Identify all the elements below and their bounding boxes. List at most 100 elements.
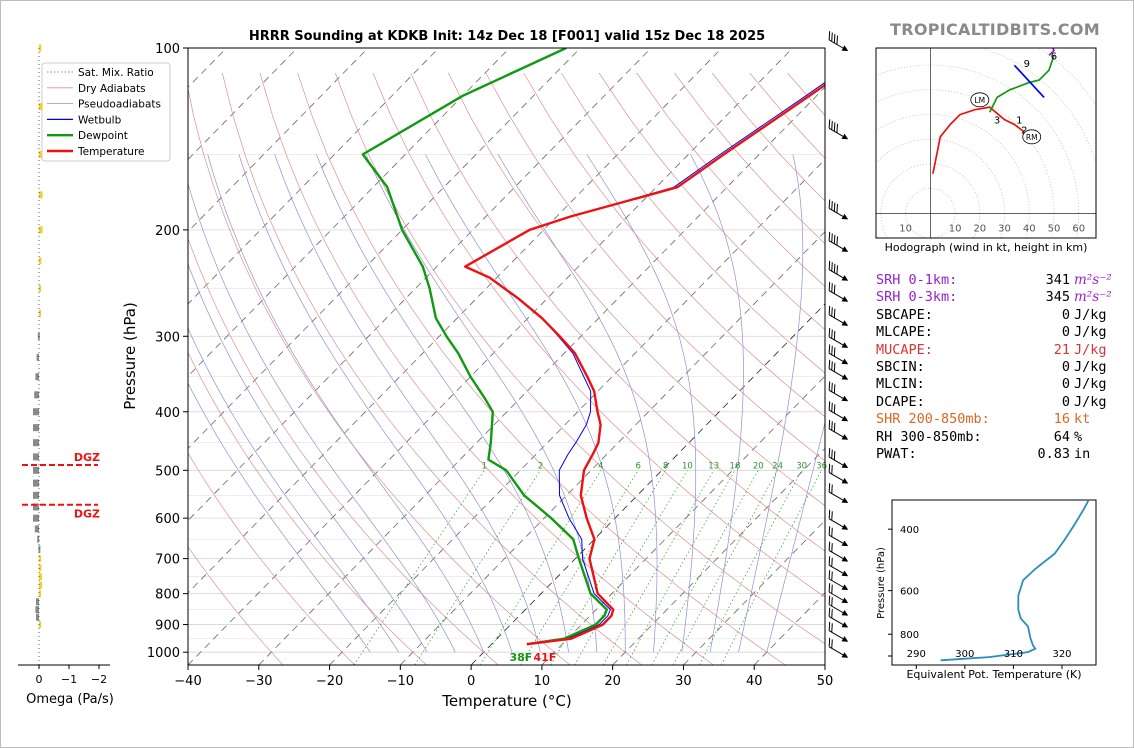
barb-flag [833,451,836,461]
hodograph-height-label: 9 [1024,59,1030,70]
barb-staff [828,352,844,362]
barb-flag [831,609,833,619]
barb-flag [836,236,838,246]
barb-flag [828,448,831,458]
omega-bar [39,44,42,52]
mixing-ratio-label: 1 [482,461,487,471]
thetae-y-tick-label: 600 [900,587,919,598]
pseudoadiabat [586,154,697,653]
barb-head [841,584,849,591]
wind-barb [828,570,849,591]
barb-flag [836,265,838,275]
y-tick-label: 400 [155,406,180,421]
stat-unit: J/kg [1074,341,1107,358]
stat-value: 64 [1053,428,1070,445]
pseudoadiabat [365,154,598,653]
barb-flag [828,607,831,617]
wind-barb [828,119,849,140]
dry-adiabat [863,73,1134,665]
omega-bar [35,606,39,614]
dry-adiabat [824,73,825,74]
thetae-x-tick-label: 320 [1052,649,1071,660]
stat-value: 0 [1061,306,1070,323]
stat-unit: J/kg [1074,358,1107,375]
mixing-ratio-label: 2 [538,461,543,471]
barb-flag [828,541,831,551]
stat-row: MUCAPE: 21 J/kg [876,341,1107,359]
wind-barb [828,509,849,530]
temperature-line [464,83,825,646]
barb-flag [828,621,831,631]
thetae-y-tick-label: 400 [900,525,919,536]
x-tick-label: −30 [245,674,272,689]
barb-flag [831,382,833,392]
barb-flag [831,543,833,553]
omega-bar [36,598,39,606]
omega-bar [33,491,39,499]
wind-barb [828,607,849,628]
x-tick-label: 50 [817,674,834,689]
pseudoadiabat [188,263,428,653]
barb-head [841,621,849,628]
stat-unit: J/kg [1074,376,1107,393]
wind-barb [828,359,849,380]
barb-flag [833,384,836,394]
stat-unit: in [1074,445,1091,462]
barb-flag [828,401,831,411]
wind-barb [828,556,849,577]
stat-value: 345 [1045,289,1070,306]
x-tick-label: 20 [604,674,621,689]
barb-head [841,395,849,402]
stat-label: PWAT: [876,445,917,462]
thetae-plot: 290 300 310 320 400 600 800 [888,499,1097,669]
thetae-y-tick-label: 800 [900,630,919,641]
barb-flag [831,639,833,649]
hodograph-ring-label: 30 [998,223,1011,234]
barb-staff [828,314,844,324]
barb-head [841,320,849,326]
barb-flag [833,362,836,372]
barb-staff [828,491,844,501]
hodograph-clip-group [876,48,1096,238]
stat-unit: kt [1074,411,1091,428]
stat-label: MUCAPE: [876,341,933,358]
y-tick-label: 300 [155,330,180,345]
stat-label: SBCIN: [876,358,925,375]
wind-barb [828,541,849,562]
omega-bar [39,103,43,111]
stat-unit: J/kg [1074,324,1107,341]
pseudoadiabat [690,154,744,653]
stat-value: 0 [1061,376,1070,393]
wind-barb [828,401,849,422]
isotherm-line [188,48,793,665]
wind-barb [828,260,849,281]
stat-row: MLCIN: 0 J/kg [876,376,1107,393]
x-axis-label: Temperature (°C) [441,692,571,710]
pseudoadiabat [274,154,541,653]
thetae-axis-label: Equivalent Pot. Temperature (K) [906,668,1081,681]
isotherm-line [258,86,825,665]
barb-flag [831,345,833,355]
dgz-label: DGZ [74,451,100,464]
barb-flag [833,202,836,212]
mixing-ratio-line [520,470,639,665]
hodograph-trace [932,106,1025,174]
stat-value: 341 [1045,272,1070,288]
barb-head [841,636,849,642]
barb-flag [833,284,836,294]
omega-bar [33,439,39,447]
barb-head [841,133,849,140]
pseudoadiabat [497,154,658,653]
stat-unit: m²s⁻² [1074,272,1112,288]
omega-x-tick-label: −1 [61,673,77,686]
stat-unit: J/kg [1074,306,1107,323]
wind-barb [828,463,849,484]
x-tick-label: −40 [174,674,201,689]
dry-adiabat [188,237,499,665]
stat-label: SRH 0-3km: [876,289,958,306]
stat-label: RH 300-850mb: [876,428,982,445]
dry-adiabat [372,72,825,598]
mixing-ratio-label: 8 [663,461,668,471]
pseudoadiabat [425,154,626,653]
